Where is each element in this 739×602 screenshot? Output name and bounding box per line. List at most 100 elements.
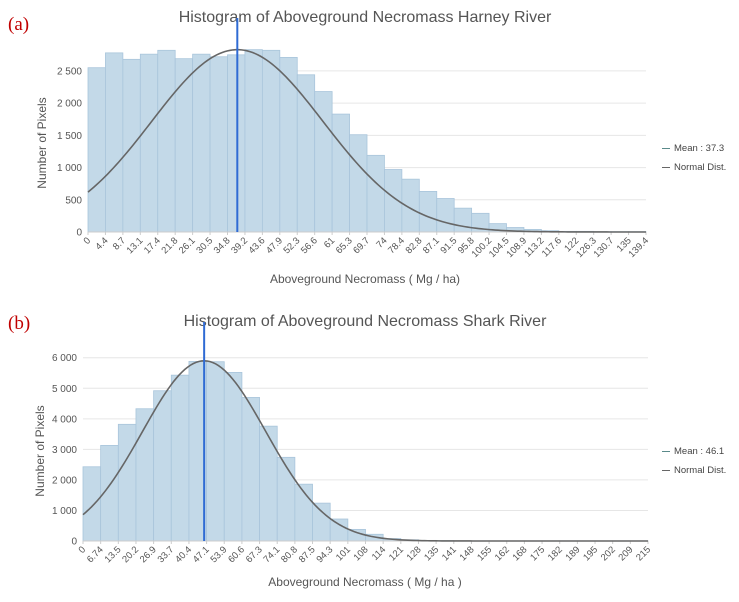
x-tick-label: 80.8 (279, 544, 300, 565)
y-tick-label: 5 000 (52, 384, 77, 395)
x-tick-label: 195 (581, 544, 600, 563)
x-tick-label: 87.5 (297, 544, 318, 565)
y-tick-label: 1 500 (57, 131, 82, 142)
x-tick-label: 13.1 (125, 235, 146, 256)
legend-mean-label: Mean : 46.1 (674, 446, 725, 457)
chart-panel-shark: (b) Histogram of Aboveground Necromass S… (0, 301, 739, 602)
x-axis-label: Aboveground Necromass ( Mg / ha) (269, 272, 461, 286)
x-tick-label: 87.1 (421, 235, 442, 256)
y-tick-label: 1 000 (52, 506, 77, 517)
histogram-bar[interactable] (259, 425, 278, 542)
x-tick-label: 21.8 (159, 235, 180, 256)
histogram-bar[interactable] (331, 113, 350, 233)
histogram-bar[interactable] (117, 423, 137, 542)
histogram-bar[interactable] (139, 53, 159, 233)
x-tick-label: 148 (458, 544, 477, 563)
x-tick-label: 40.4 (173, 544, 194, 565)
chart-title: Histogram of Aboveground Necromass Shark… (183, 313, 547, 330)
legend-item-mean[interactable]: Mean : 37.3 (662, 139, 726, 158)
x-tick-label: 0 (82, 235, 94, 247)
histogram-bar[interactable] (192, 53, 211, 233)
y-tick-label: 500 (65, 195, 82, 206)
x-tick-label: 60.6 (226, 544, 247, 565)
legend-mean-swatch (662, 147, 670, 150)
histogram-bar[interactable] (261, 49, 281, 233)
x-tick-label: 168 (511, 544, 530, 563)
histogram-bar[interactable] (418, 191, 438, 233)
x-tick-label: 135 (422, 544, 441, 563)
legend-normal-label: Normal Dist. (674, 465, 727, 476)
x-tick-label: 82.8 (404, 235, 425, 256)
x-tick-label: 20.2 (120, 544, 141, 565)
x-tick-label: 202 (599, 544, 618, 563)
histogram-bar[interactable] (227, 54, 246, 233)
x-tick-label: 6.74 (85, 544, 106, 565)
x-tick-label: 26.9 (138, 544, 159, 565)
x-tick-label: 215 (634, 544, 653, 563)
histogram-bar[interactable] (296, 74, 316, 233)
legend-item-mean[interactable]: Mean : 46.1 (662, 442, 726, 461)
panel-label: (b) (8, 313, 31, 334)
histogram-bar[interactable] (157, 49, 176, 233)
histogram-bar[interactable] (453, 207, 473, 233)
histogram-bar[interactable] (349, 134, 368, 233)
histogram-bar[interactable] (87, 67, 106, 233)
x-tick-label: 94.3 (314, 544, 335, 565)
x-axis-label: Aboveground Necromass ( Mg / ha ) (268, 575, 462, 589)
normal-distribution-curve (82, 359, 648, 542)
x-tick-label: 189 (564, 544, 583, 563)
histogram-bar[interactable] (170, 374, 190, 542)
x-tick-label: 4.4 (93, 235, 110, 252)
histogram-bar[interactable] (206, 361, 225, 542)
histogram-bar[interactable] (366, 154, 385, 233)
histogram-bar[interactable] (279, 56, 298, 233)
histogram-bar[interactable] (329, 518, 349, 542)
y-tick-label: 3 000 (52, 445, 77, 456)
chart-panel-harney: (a) Histogram of Aboveground Necromass H… (8, 9, 726, 286)
y-tick-label: 2 000 (57, 99, 82, 110)
x-tick-label: 53.9 (209, 544, 230, 565)
legend-item-normal[interactable]: Normal Dist. (662, 461, 726, 480)
x-tick-label: 69.7 (351, 235, 372, 256)
histogram-bar[interactable] (153, 390, 172, 542)
x-tick-label: 78.4 (386, 235, 407, 256)
y-tick-label: 0 (76, 228, 82, 239)
x-tick-label: 47.1 (191, 544, 212, 565)
y-tick-label: 1 000 (57, 163, 82, 174)
histogram-bar[interactable] (312, 502, 331, 542)
y-tick-label: 0 (71, 537, 77, 548)
histogram-bar[interactable] (209, 56, 228, 233)
histogram-bar[interactable] (105, 52, 124, 233)
x-tick-label: 13.5 (103, 544, 124, 565)
x-tick-label: 162 (493, 544, 512, 563)
panel-label: (a) (8, 14, 30, 35)
legend: Mean : 46.1 Normal Dist. (662, 442, 726, 480)
x-tick-label: 175 (528, 544, 547, 563)
legend-item-normal[interactable]: Normal Dist. (662, 158, 726, 177)
x-tick-label: 65.3 (334, 235, 355, 256)
histogram-bar[interactable] (436, 198, 455, 233)
histogram-bar[interactable] (82, 466, 102, 542)
legend: Mean : 37.3 Normal Dist. (662, 139, 726, 177)
histogram-bar[interactable] (314, 91, 333, 233)
histogram-bar[interactable] (347, 528, 366, 542)
x-tick-label: 52.3 (282, 235, 303, 256)
histogram-bar[interactable] (223, 372, 243, 542)
x-tick-label: 17.4 (142, 235, 163, 256)
x-tick-label: 91.5 (438, 235, 459, 256)
x-tick-label: 128 (405, 544, 424, 563)
x-tick-label: 155 (475, 544, 494, 563)
legend-normal-label: Normal Dist. (674, 162, 727, 173)
histogram-bar[interactable] (276, 456, 296, 542)
y-tick-label: 4 000 (52, 414, 77, 425)
x-tick-label: 101 (334, 544, 353, 563)
histogram-bar[interactable] (241, 397, 260, 542)
legend-normal-swatch (662, 166, 670, 169)
x-tick-label: 74.1 (261, 544, 282, 565)
histogram-bar[interactable] (174, 58, 194, 233)
histogram-bar[interactable] (244, 49, 263, 233)
chart-title: Histogram of Aboveground Necromass Harne… (178, 9, 552, 26)
x-tick-label: 108 (352, 544, 371, 563)
x-tick-label: 67.3 (244, 544, 265, 565)
